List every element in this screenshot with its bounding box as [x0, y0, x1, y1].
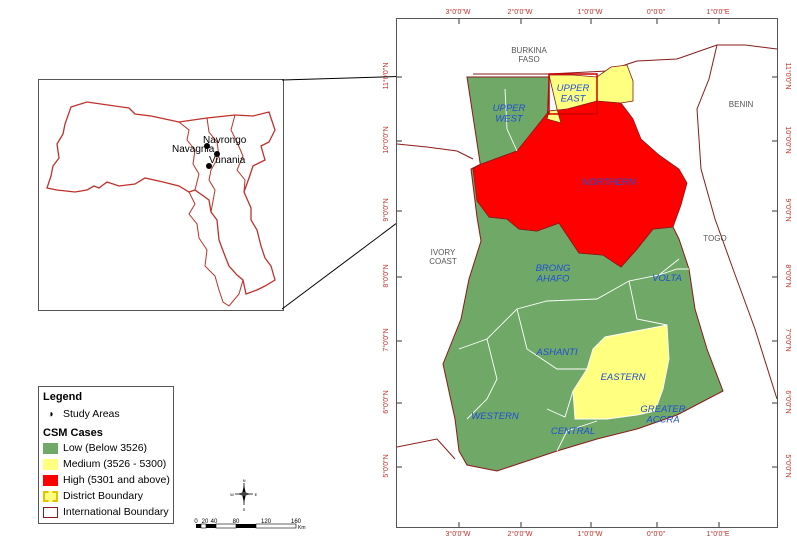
country-label: BENIN [729, 100, 754, 109]
lon-label-top: 2°0'0"W [508, 8, 533, 16]
lon-label-bottom: 0°0'0" [647, 530, 666, 538]
legend-swatch-international [43, 506, 58, 518]
legend-title: Legend [43, 391, 83, 403]
region-medium [572, 324, 670, 420]
lat-label-right: 10°0'0"N [784, 126, 792, 153]
region-label: CENTRAL [551, 426, 595, 437]
lat-label-right: 7°0'0"N [784, 328, 792, 351]
main-map-frame: BURKINA FASO BENIN TOGO IVORY COAST UPPER W… [396, 18, 778, 528]
legend-cases-title: CSM Cases [43, 427, 103, 439]
lat-label-right: 11°0'0"N [784, 63, 792, 90]
legend-swatch-district [43, 490, 58, 502]
region-label: ASHANTI [535, 347, 578, 358]
legend-item-international-boundary: International Boundary [43, 504, 173, 520]
legend-swatch-low [43, 442, 58, 454]
inset-district-outline [178, 114, 246, 307]
scale-tick: 20 [202, 519, 209, 525]
legend-item-study-areas: ◑ Study Areas [43, 406, 173, 422]
inset-map: Navrongo Navagnia Vunania [46, 101, 276, 307]
international-boundary [396, 438, 456, 460]
scale-bar: 0 20 40 80 120 160 Km [194, 519, 305, 531]
study-area-marker [214, 151, 220, 157]
lat-label-left: 7°0'0"N [382, 328, 390, 351]
lat-label-left: 11°0'0"N [382, 63, 390, 90]
lat-label-right: 5°0'0"N [784, 454, 792, 477]
region-label: BRONG AHAFO [536, 263, 571, 284]
lon-label-bottom: 3°0'0"W [446, 530, 471, 538]
svg-text:S: S [243, 507, 246, 512]
region-label: NORTHERN [582, 177, 636, 188]
region-label: EASTERN [601, 372, 646, 383]
svg-text:W: W [230, 492, 234, 497]
region-label: VOLTA [652, 273, 682, 284]
study-area-marker [204, 143, 210, 149]
legend-item-district-boundary: District Boundary [43, 488, 173, 504]
place-label: Navrongo [203, 135, 247, 146]
lat-label-left: 6°0'0"N [382, 390, 390, 413]
scale-tick: 40 [211, 519, 218, 525]
scale-tick: 0 [194, 519, 198, 525]
lat-label-left: 10°0'0"N [382, 126, 390, 153]
lon-label-top: 3°0'0"W [446, 8, 471, 16]
lon-label-bottom: 1°0'0"W [578, 530, 603, 538]
lon-label-bottom: 1°0'0"E [707, 530, 730, 538]
lat-label-left: 5°0'0"N [382, 454, 390, 477]
legend-swatch-high [43, 474, 58, 486]
scale-tick: 80 [233, 519, 240, 525]
inset-district-outline [46, 101, 276, 295]
region-label: UPPER WEST [493, 103, 526, 124]
lon-label-top: 0°0'0" [647, 8, 666, 16]
country-label: TOGO [703, 234, 726, 243]
legend: Legend ◑ Study Areas CSM Cases Low (Belo… [38, 386, 174, 524]
lat-label-left: 8°0'0"N [382, 264, 390, 287]
study-area-box [548, 73, 598, 115]
place-label: Navagnia [172, 144, 215, 155]
region-medium [546, 64, 634, 124]
place-label: Vunania [209, 155, 246, 166]
legend-item-low: Low (Below 3526) [43, 440, 173, 456]
region-label: WESTERN [471, 411, 519, 422]
international-boundary [396, 143, 474, 160]
scale-tick: 120 [261, 519, 272, 525]
lat-label-left: 9°0'0"N [382, 198, 390, 221]
lat-label-right: 6°0'0"N [784, 390, 792, 413]
legend-item-high: High (5301 and above) [43, 472, 173, 488]
half-circle-icon: ◑ [47, 408, 54, 420]
svg-text:E: E [255, 492, 258, 497]
region-label: GREATER ACCRA [640, 404, 685, 425]
legend-item-medium: Medium (3526 - 5300) [43, 456, 173, 472]
inset-map-frame: Navrongo Navagnia Vunania [38, 79, 284, 311]
study-area-marker [206, 163, 212, 169]
legend-swatch-medium [43, 458, 58, 470]
lon-label-top: 1°0'0"W [578, 8, 603, 16]
scale-unit: Km [298, 525, 306, 531]
svg-text:N: N [243, 478, 246, 483]
graticule-ticks [397, 19, 777, 527]
lon-label-bottom: 2°0'0"W [508, 530, 533, 538]
lat-label-right: 9°0'0"N [784, 198, 792, 221]
ghana-map: BURKINA FASO BENIN TOGO IVORY COAST UPPER W… [396, 19, 778, 527]
region-label: UPPER EAST [557, 83, 590, 104]
country-label: IVORY COAST [429, 248, 457, 266]
north-arrow-and-scale: N S W E 0 20 40 80 120 160 Km [194, 478, 305, 531]
country-label: BURKINA FASO [511, 46, 547, 64]
region-boundary [458, 88, 689, 452]
lat-label-right: 8°0'0"N [784, 264, 792, 287]
region-high [472, 100, 688, 268]
lon-label-top: 1°0'0"E [707, 8, 730, 16]
international-boundary [696, 44, 778, 400]
scale-tick: 160 [291, 519, 302, 525]
north-arrow-icon: N S W E [230, 478, 258, 512]
